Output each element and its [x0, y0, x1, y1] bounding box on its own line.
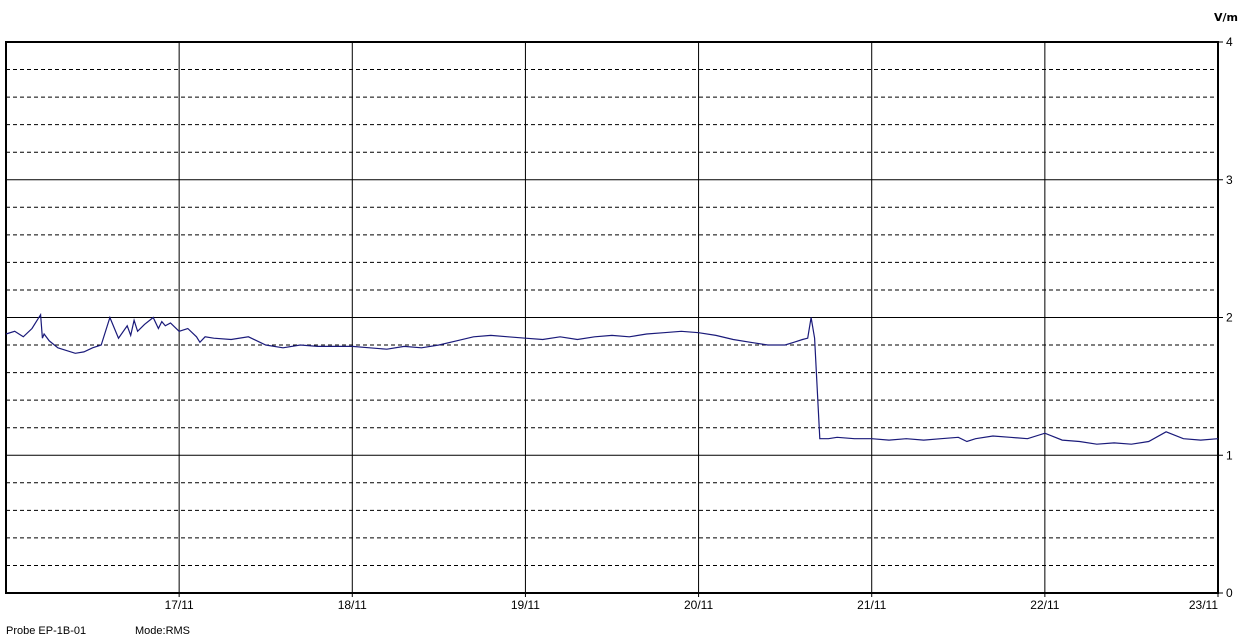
y-tick-label: 2 [1226, 311, 1233, 325]
mode-label: Mode:RMS [135, 625, 191, 637]
y-tick-label: 1 [1226, 448, 1233, 462]
x-tick-label: 17/11 [165, 598, 194, 612]
series-layer [5, 312, 1219, 445]
x-tick-label: 19/11 [511, 598, 540, 612]
x-tick-label: 23/11 [1189, 598, 1218, 612]
y-tick-label: 0 [1226, 586, 1233, 600]
y-unit-label: V/m [1214, 11, 1238, 24]
y-axis-ticks: 0 1 2 3 4 [1218, 35, 1233, 600]
x-tick-label: 20/11 [684, 598, 713, 612]
series-line [5, 312, 1219, 445]
grid-minor [6, 69, 1218, 566]
probe-label: Probe EP-1B-01 [6, 625, 87, 637]
x-tick-label: 22/11 [1030, 598, 1059, 612]
x-axis-ticks: 17/11 18/11 19/11 20/11 21/11 22/11 23/11 [165, 593, 1219, 612]
y-tick-label: 4 [1226, 35, 1233, 49]
y-tick-label: 3 [1226, 173, 1233, 187]
x-tick-label: 21/11 [857, 598, 886, 612]
x-tick-label: 18/11 [338, 598, 367, 612]
grid-major [6, 42, 1218, 593]
